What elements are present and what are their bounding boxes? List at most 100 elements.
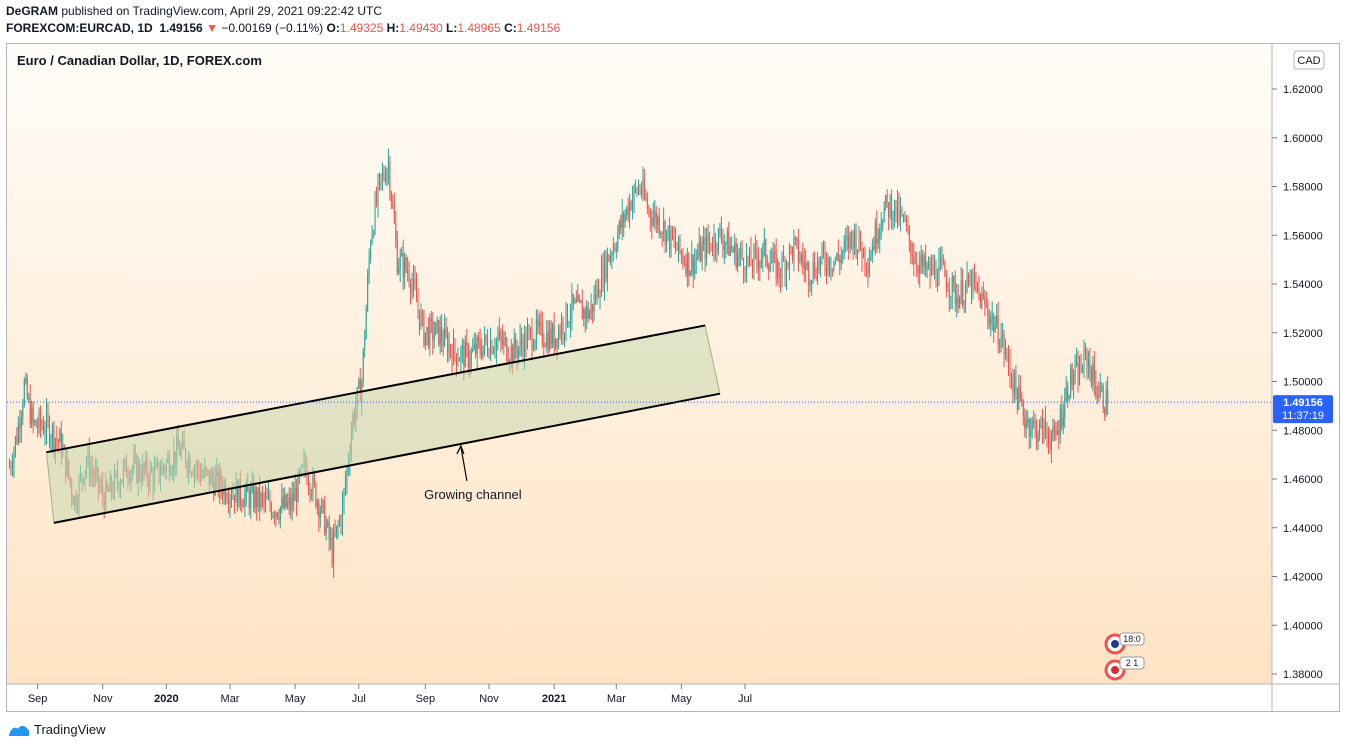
candle-body bbox=[855, 230, 857, 255]
candle-body bbox=[916, 263, 918, 270]
candle-body bbox=[402, 253, 404, 278]
candle-body bbox=[638, 187, 639, 193]
candle-body bbox=[242, 505, 244, 508]
candle-body bbox=[1045, 419, 1046, 431]
candle-body bbox=[60, 431, 62, 455]
candle-body bbox=[453, 340, 454, 365]
candle-body bbox=[29, 397, 31, 425]
candle-body bbox=[529, 329, 531, 331]
candle-body bbox=[1015, 371, 1017, 391]
candle-body bbox=[1052, 426, 1054, 438]
candle-body bbox=[54, 438, 56, 450]
candle-body bbox=[423, 313, 425, 346]
chart-pane[interactable]: Euro / Canadian Dollar, 1D, FOREX.com Gr… bbox=[6, 43, 1340, 712]
candle-body bbox=[25, 378, 27, 382]
candle-body bbox=[768, 265, 770, 271]
candle-body bbox=[543, 343, 545, 347]
candle-body bbox=[427, 327, 429, 346]
candle-body bbox=[825, 265, 827, 272]
candle-body bbox=[608, 255, 610, 262]
candle-body bbox=[396, 239, 398, 274]
candle-body bbox=[1016, 390, 1018, 410]
candle-body bbox=[395, 222, 397, 240]
candle-body bbox=[1021, 398, 1023, 403]
candle-body bbox=[880, 225, 882, 228]
candle-body bbox=[455, 353, 457, 365]
candle-body bbox=[914, 263, 916, 265]
candle-body bbox=[47, 411, 49, 421]
candle-body bbox=[460, 349, 462, 361]
candle-body bbox=[386, 170, 388, 182]
candle-body bbox=[1036, 423, 1038, 443]
candle-body bbox=[663, 221, 665, 234]
tradingview-footer[interactable]: TradingView bbox=[8, 722, 106, 737]
growing-channel[interactable] bbox=[45, 324, 721, 524]
channel-lower-line[interactable] bbox=[53, 392, 721, 524]
candle-body bbox=[862, 248, 864, 259]
candle-body bbox=[256, 490, 258, 508]
y-tick-label: 1.54000 bbox=[1283, 279, 1323, 291]
economic-events[interactable]: 18:0 2 1 bbox=[1104, 632, 1145, 681]
candle-body bbox=[737, 255, 739, 268]
price-axis[interactable]: 1.62000 1.60000 1.58000 1.56000 1.54000 1.520… bbox=[1272, 84, 1323, 681]
candle-body bbox=[46, 411, 47, 433]
channel-upper-line[interactable] bbox=[46, 324, 706, 454]
candle-body bbox=[750, 249, 752, 266]
candle-body bbox=[290, 497, 292, 511]
candle-body bbox=[561, 321, 563, 336]
candle-body bbox=[26, 378, 28, 398]
candle-body bbox=[1080, 362, 1082, 372]
candle-body bbox=[1061, 409, 1063, 427]
candle-body bbox=[944, 263, 946, 277]
candle-body bbox=[364, 338, 366, 350]
candle-body bbox=[17, 423, 19, 443]
candle-body bbox=[698, 241, 700, 256]
tradingview-brand[interactable]: TradingView bbox=[34, 722, 106, 737]
candle-body bbox=[689, 271, 691, 276]
candle-body bbox=[549, 328, 551, 351]
candle-body bbox=[564, 332, 565, 335]
x-tick-label: Sep bbox=[28, 693, 48, 705]
candle-body bbox=[507, 359, 509, 362]
candle-body bbox=[562, 321, 564, 335]
publisher-name[interactable]: DeGRAM bbox=[6, 4, 59, 18]
candle-body bbox=[735, 242, 737, 268]
candle-body bbox=[501, 338, 503, 345]
candle-body bbox=[626, 207, 628, 215]
candle-body bbox=[808, 263, 810, 286]
candle-body bbox=[898, 200, 900, 221]
candle-body bbox=[624, 214, 626, 223]
candle-body bbox=[467, 346, 469, 368]
y-tick-label: 1.62000 bbox=[1283, 84, 1323, 96]
candle-body bbox=[313, 475, 315, 484]
candle-body bbox=[818, 261, 820, 268]
candle-body bbox=[704, 238, 706, 259]
candle-body bbox=[710, 242, 712, 250]
low-value: 1.48965 bbox=[457, 21, 501, 35]
candle-body bbox=[703, 238, 705, 246]
candle-body bbox=[454, 340, 456, 354]
candle-body bbox=[568, 323, 570, 325]
candle-body bbox=[1064, 398, 1066, 418]
candle-body bbox=[513, 338, 515, 364]
candle-body bbox=[824, 253, 826, 266]
candle-body bbox=[368, 258, 370, 277]
candle-body bbox=[23, 381, 25, 406]
candle-body bbox=[389, 161, 391, 193]
candle-body bbox=[239, 479, 241, 503]
candle-body bbox=[432, 320, 434, 340]
candle-body bbox=[336, 525, 338, 535]
candle-body bbox=[843, 240, 845, 252]
candle-body bbox=[806, 263, 808, 265]
candle-body bbox=[420, 312, 422, 327]
time-axis[interactable]: Sep Nov 2020 Mar May Jul Sep Nov 2021 Mar May Jul bbox=[28, 684, 752, 705]
price-chart[interactable]: Euro / Canadian Dollar, 1D, FOREX.com Gr… bbox=[7, 44, 1339, 711]
candle-body bbox=[852, 236, 854, 249]
candle-body bbox=[888, 202, 890, 218]
y-tick-label: 1.40000 bbox=[1283, 620, 1323, 632]
candle-body bbox=[707, 235, 709, 245]
candle-body bbox=[654, 211, 656, 217]
candle-body bbox=[510, 346, 512, 362]
candle-body bbox=[339, 518, 341, 525]
currency-button[interactable] bbox=[1293, 50, 1325, 70]
